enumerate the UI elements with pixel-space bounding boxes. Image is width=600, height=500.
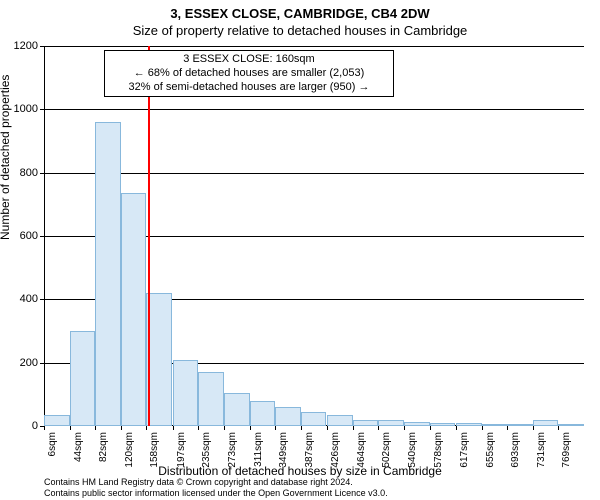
x-tick-mark — [44, 426, 45, 430]
histogram-bar — [404, 422, 430, 426]
y-tick-label: 1200 — [0, 40, 38, 52]
x-tick-mark — [533, 426, 534, 430]
chart-title-main: 3, ESSEX CLOSE, CAMBRIDGE, CB4 2DW — [0, 0, 600, 21]
chart-area: 0200400600800100012006sqm44sqm82sqm120sq… — [44, 46, 584, 426]
chart-title-sub: Size of property relative to detached ho… — [0, 21, 600, 42]
x-tick-mark — [301, 426, 302, 430]
y-tick-mark — [40, 236, 44, 237]
y-axis-label: Number of detached properties — [0, 75, 12, 240]
histogram-bar — [456, 423, 482, 426]
gridline — [44, 46, 584, 47]
x-tick-mark — [482, 426, 483, 430]
plot-area: 0200400600800100012006sqm44sqm82sqm120sq… — [44, 46, 584, 426]
histogram-bar — [275, 407, 301, 426]
annotation-line2: ← 68% of detached houses are smaller (2,… — [111, 67, 387, 81]
histogram-bar — [224, 393, 250, 426]
histogram-bar — [482, 424, 508, 426]
x-tick-mark — [198, 426, 199, 430]
footnote-line1: Contains HM Land Registry data © Crown c… — [44, 477, 388, 487]
footnote-line2: Contains public sector information licen… — [44, 488, 388, 498]
histogram-bar — [301, 412, 327, 426]
x-tick-mark — [121, 426, 122, 430]
x-tick-mark — [430, 426, 431, 430]
reference-line — [148, 46, 150, 426]
x-tick-mark — [404, 426, 405, 430]
x-tick-mark — [70, 426, 71, 430]
histogram-bar — [70, 331, 96, 426]
histogram-bar — [198, 372, 224, 426]
histogram-bar — [430, 423, 456, 426]
histogram-bar — [146, 293, 172, 426]
y-tick-mark — [40, 299, 44, 300]
x-tick-mark — [275, 426, 276, 430]
y-tick-mark — [40, 173, 44, 174]
y-tick-label: 0 — [0, 420, 38, 432]
gridline — [44, 109, 584, 110]
x-tick-mark — [173, 426, 174, 430]
x-tick-mark — [378, 426, 379, 430]
y-tick-label: 400 — [0, 293, 38, 305]
y-tick-mark — [40, 363, 44, 364]
x-tick-mark — [353, 426, 354, 430]
x-axis-label: Distribution of detached houses by size … — [0, 464, 600, 478]
gridline — [44, 173, 584, 174]
y-tick-mark — [40, 109, 44, 110]
histogram-bar — [533, 420, 559, 426]
y-tick-label: 600 — [0, 230, 38, 242]
histogram-bar — [353, 420, 379, 426]
histogram-bar — [173, 360, 199, 427]
histogram-bar — [327, 415, 353, 426]
x-tick-mark — [224, 426, 225, 430]
histogram-bar — [44, 415, 70, 426]
y-tick-mark — [40, 46, 44, 47]
histogram-bar — [558, 424, 584, 426]
x-tick-mark — [456, 426, 457, 430]
histogram-bar — [250, 401, 276, 426]
x-tick-mark — [507, 426, 508, 430]
y-tick-label: 800 — [0, 167, 38, 179]
histogram-bar — [378, 420, 404, 426]
y-tick-label: 1000 — [0, 103, 38, 115]
histogram-bar — [507, 424, 533, 426]
x-tick-mark — [95, 426, 96, 430]
histogram-bar — [121, 193, 147, 426]
x-tick-mark — [250, 426, 251, 430]
x-tick-mark — [146, 426, 147, 430]
histogram-bar — [95, 122, 121, 426]
annotation-box: 3 ESSEX CLOSE: 160sqm ← 68% of detached … — [104, 50, 394, 97]
x-tick-mark — [327, 426, 328, 430]
footnote: Contains HM Land Registry data © Crown c… — [44, 477, 388, 498]
annotation-line3: 32% of semi-detached houses are larger (… — [111, 81, 387, 95]
annotation-line1: 3 ESSEX CLOSE: 160sqm — [111, 53, 387, 67]
x-tick-mark — [558, 426, 559, 430]
y-tick-label: 200 — [0, 357, 38, 369]
